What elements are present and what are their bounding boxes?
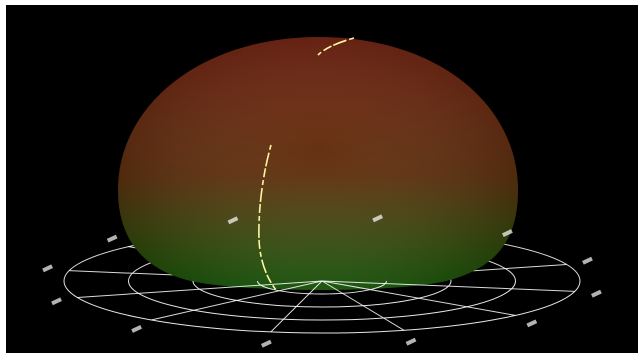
- dome-shading: [118, 37, 518, 290]
- grid-spoke: [270, 280, 323, 333]
- grid-ring-front: [192, 280, 452, 308]
- pattern-cut-line: [258, 37, 355, 291]
- tick-mark: [526, 319, 538, 328]
- tick-mark: [591, 289, 602, 298]
- tick-mark: [582, 256, 593, 265]
- grid-spoke: [151, 280, 323, 321]
- grid-spoke: [321, 280, 516, 316]
- grid-spoke: [77, 280, 323, 299]
- grid-ring-front: [128, 280, 516, 321]
- grid-ring-front: [257, 280, 387, 295]
- grid-spoke: [321, 280, 405, 331]
- tick-mark: [502, 229, 513, 237]
- radiation-pattern-scene[interactable]: [6, 5, 638, 353]
- tick-mark: [51, 297, 62, 306]
- tick-mark: [106, 234, 118, 243]
- tick-mark: [405, 337, 417, 346]
- tick-mark: [260, 339, 272, 348]
- radiation-dome: [118, 37, 518, 290]
- tick-mark: [372, 214, 384, 223]
- polar-grid-front: [63, 280, 581, 334]
- tick-mark: [227, 216, 239, 225]
- tick-mark: [131, 325, 142, 333]
- grid-ring-front: [63, 280, 581, 334]
- tick-mark: [42, 264, 53, 273]
- grid-spoke: [321, 280, 575, 292]
- polar-tick-labels: [42, 214, 602, 348]
